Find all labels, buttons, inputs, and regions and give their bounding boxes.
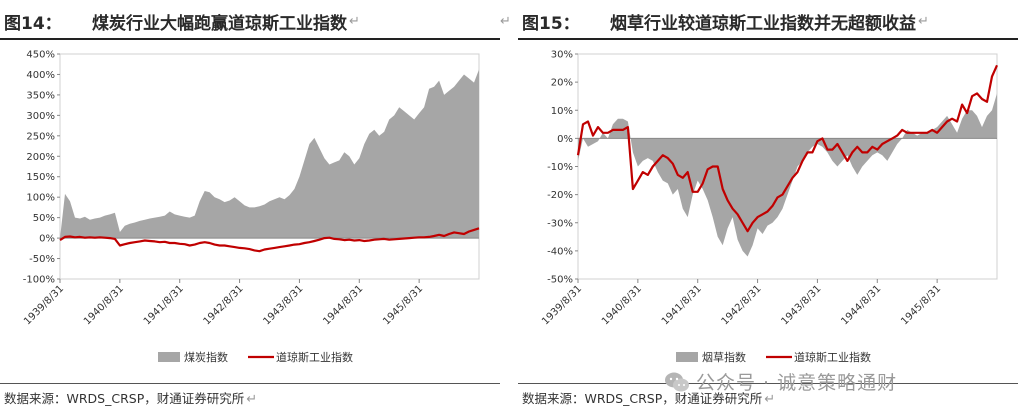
figure-title: 煤炭行业大幅跑赢道琼斯工业指数 [92,13,347,34]
y-tick-label: 0% [557,134,573,145]
source-rule [518,383,1018,384]
wechat-icon [665,372,689,391]
y-tick-label: 400% [26,70,55,81]
y-tick-label: 350% [26,90,55,101]
series-area [578,93,997,257]
y-tick-label: -10% [547,162,573,173]
return-mark: ↵ [349,13,360,29]
figure-title: 烟草行业较道琼斯工业指数并无超额收益 [610,13,916,34]
y-tick-label: 300% [26,111,55,122]
legend-swatch [676,352,698,362]
x-tick-label: 1939/8/31 [22,283,66,327]
x-tick-label: 1944/8/31 [321,283,365,327]
watermark: 公众号 · 诚意策略通财 [664,368,897,395]
legend-item: 道琼斯工业指数 [248,350,353,364]
legend-item: 烟草指数 [676,350,746,364]
series-area [60,69,479,239]
figure-title-bar: 图15： 烟草行业较道琼斯工业指数并无超额收益 ↵ [522,4,929,38]
legend-label: 道琼斯工业指数 [794,350,871,364]
y-tick-label: 100% [26,193,55,204]
tobacco-vs-dow-chart: -50% -40% -30% -20% -10% 0% 10% 20% 30% 1939/8/31… [540,50,999,364]
figure-number: 图15： [522,13,580,34]
x-tick-label: 1945/8/31 [381,283,425,327]
figure-number: 图14： [4,13,62,34]
y-tick-label: 250% [26,131,55,142]
source-note: 数据来源：WRDS_CRSP，财通证券研究所 ↵ [522,391,776,407]
legend-label: 煤炭指数 [184,350,228,364]
series-line [59,227,480,253]
y-tick-label: -50% [29,254,55,265]
y-tick-label: 10% [551,106,573,117]
source-note: 数据来源：WRDS_CRSP，财通证券研究所 ↵ [4,391,258,407]
x-tick-label: 1942/8/31 [720,283,764,327]
series-line [576,64,999,233]
x-tick-label: 1940/8/31 [82,283,126,327]
watermark-text: 公众号 · 诚意策略通财 [696,372,898,394]
x-tick-label: 1941/8/31 [660,283,704,327]
return-mark: ↵ [500,14,511,29]
legend-swatch [158,352,180,362]
title-rule [0,38,500,40]
y-tick-label: 50% [33,213,55,224]
legend-item: 煤炭指数 [158,350,228,364]
y-tick-label: 150% [26,172,55,183]
figure-title-bar: 图14： 煤炭行业大幅跑赢道琼斯工业指数 ↵ [4,4,360,38]
y-tick-label: -30% [547,218,573,229]
legend-item: 道琼斯工业指数 [766,350,871,364]
y-tick-label: 30% [551,50,573,61]
x-tick-label: 1943/8/31 [262,283,306,327]
x-tick-label: 1942/8/31 [202,283,246,327]
y-tick-label: -50% [547,275,573,286]
return-mark: ↵ [918,13,929,29]
y-tick-label: 0% [39,234,55,245]
y-tick-label: 200% [26,152,55,163]
y-tick-label: -100% [23,275,55,286]
x-tick-label: 1941/8/31 [142,283,186,327]
title-rule [518,38,1018,40]
coal-vs-dow-chart: -100% -50% 0% 50% 100% 150% 200% 250% 300% 350% 40… [22,50,480,364]
x-tick-label: 1940/8/31 [600,283,644,327]
y-tick-label: -40% [547,246,573,257]
legend-label: 烟草指数 [702,350,746,364]
x-tick-label: 1943/8/31 [780,283,824,327]
y-tick-label: 20% [551,78,573,89]
chart-panel-coal: 图14： 煤炭行业大幅跑赢道琼斯工业指数 ↵ -100% -50% 0% 50% 100… [0,0,505,420]
y-tick-label: -20% [547,190,573,201]
legend-label: 道琼斯工业指数 [276,350,353,364]
x-tick-label: 1945/8/31 [899,283,943,327]
y-tick-label: 450% [26,50,55,61]
source-rule [0,383,500,384]
chart-panel-tobacco: 图15： 烟草行业较道琼斯工业指数并无超额收益 ↵ -50% -40% -30% -2… [518,0,1020,420]
x-tick-label: 1944/8/31 [839,283,883,327]
x-tick-label: 1939/8/31 [540,283,584,327]
